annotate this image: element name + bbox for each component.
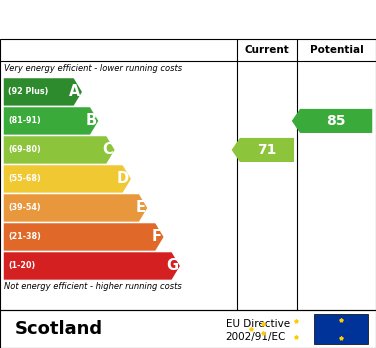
Polygon shape xyxy=(4,165,131,193)
Text: Energy Efficiency Rating: Energy Efficiency Rating xyxy=(11,10,259,29)
Polygon shape xyxy=(4,252,180,280)
Text: (55-68): (55-68) xyxy=(8,174,41,183)
Polygon shape xyxy=(4,223,164,251)
Text: EU Directive: EU Directive xyxy=(226,319,290,329)
Text: 85: 85 xyxy=(326,114,346,128)
Text: B: B xyxy=(85,113,96,128)
Polygon shape xyxy=(292,109,372,133)
Text: Not energy efficient - higher running costs: Not energy efficient - higher running co… xyxy=(4,282,182,291)
Polygon shape xyxy=(232,138,294,162)
Text: Current: Current xyxy=(244,45,290,55)
Polygon shape xyxy=(4,78,82,105)
Text: E: E xyxy=(135,200,146,215)
Text: G: G xyxy=(166,259,178,274)
Text: (92 Plus): (92 Plus) xyxy=(8,87,49,96)
Bar xyxy=(314,314,368,344)
Text: F: F xyxy=(152,229,162,244)
Text: (1-20): (1-20) xyxy=(8,261,35,270)
Text: D: D xyxy=(117,172,129,187)
Polygon shape xyxy=(4,194,147,222)
Text: Very energy efficient - lower running costs: Very energy efficient - lower running co… xyxy=(4,64,182,73)
Polygon shape xyxy=(4,136,115,164)
Text: (21-38): (21-38) xyxy=(8,232,41,242)
Text: (81-91): (81-91) xyxy=(8,117,41,125)
Polygon shape xyxy=(4,107,98,135)
Text: 71: 71 xyxy=(257,143,277,157)
Text: 2002/91/EC: 2002/91/EC xyxy=(226,332,286,341)
Text: Scotland: Scotland xyxy=(15,320,103,338)
Text: A: A xyxy=(69,85,80,100)
Text: (39-54): (39-54) xyxy=(8,204,41,213)
Text: Potential: Potential xyxy=(310,45,363,55)
Text: C: C xyxy=(102,142,113,157)
Text: (69-80): (69-80) xyxy=(8,145,41,155)
